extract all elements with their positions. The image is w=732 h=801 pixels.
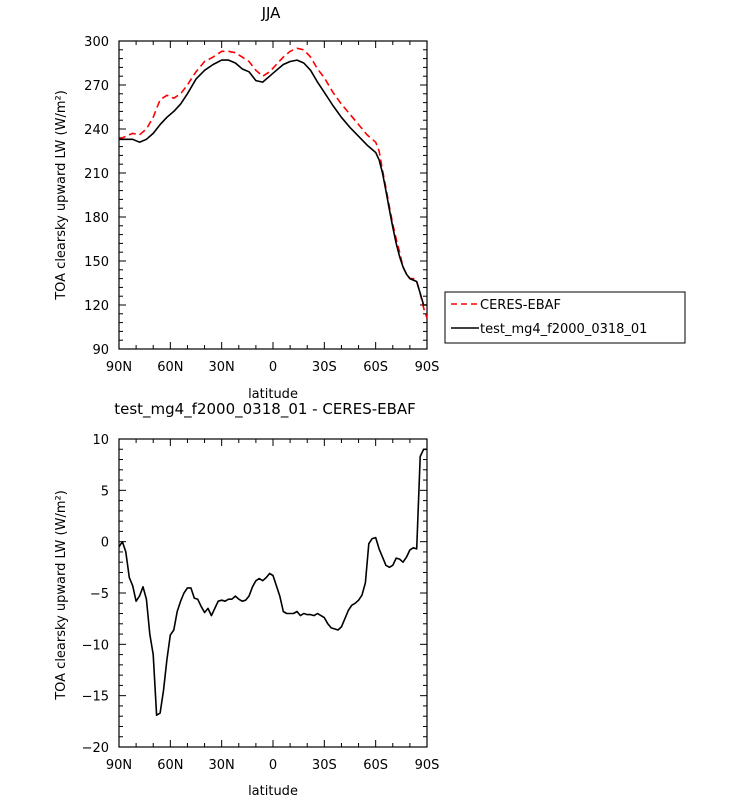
series-lines-top [118,47,428,319]
y-tick-label: −5 [90,587,109,602]
x-tick-label: 60S [363,758,388,773]
x-tick-label: 60S [363,360,388,375]
x-tick-label: 90N [106,758,132,773]
legend-box [444,291,686,344]
x-tick-label: 30N [209,758,235,773]
chart-title-bottom: test_mg4_f2000_0318_01 - CERES-EBAF [114,400,416,419]
x-tick-label: 60N [157,758,183,773]
y-tick-label: −15 [82,690,109,705]
x-tick-label: 0 [269,360,277,375]
x-tick-label: 90S [415,360,440,375]
series-line-0 [118,448,427,716]
x-axis-label-top: latitude [248,387,298,402]
legend-label-ceres-ebaf: CERES-EBAF [480,298,561,313]
y-tick-label: 0 [101,536,109,551]
y-tick-label: −20 [82,741,109,756]
x-tick-label: 30N [209,360,235,375]
y-tick-label: 5 [101,484,109,499]
series-line-0 [118,47,428,319]
x-tick-labels-bottom: 90N 60N 30N 0 30S 60S 90S [106,758,440,773]
panel-top-jja: JJA 90N 60N 30N 0 30S 60S 90S 90 120 150 180 210 24… [54,4,686,402]
x-axis-label-bottom: latitude [248,784,298,799]
y-tick-label: 270 [84,79,109,94]
y-axis-label-bottom: TOA clearsky upward LW (W/m²) [54,490,69,701]
legend-label-test-model: test_mg4_f2000_0318_01 [480,322,647,337]
tick-marks-bottom [118,438,428,748]
y-tick-label: 150 [84,255,109,270]
y-axis-label-top: TOA clearsky upward LW (W/m²) [54,90,69,301]
x-tick-label: 90S [415,758,440,773]
series-lines-bottom [118,448,427,716]
legend-top: CERES-EBAF test_mg4_f2000_0318_01 [444,291,686,344]
tick-marks-top [118,40,428,350]
plot-frame-top [118,40,428,350]
x-tick-label: 60N [157,360,183,375]
y-tick-label: 120 [84,299,109,314]
y-tick-label: −10 [82,638,109,653]
y-tick-labels-bottom: −20 −15 −10 −5 0 5 10 [82,433,109,756]
x-tick-label: 90N [106,360,132,375]
y-tick-label: 90 [92,343,109,358]
y-tick-label: 180 [84,211,109,226]
y-tick-label: 240 [84,123,109,138]
x-tick-label: 30S [312,360,337,375]
plot-frame-bottom [118,438,428,748]
y-tick-labels-top: 90 120 150 180 210 240 270 300 [84,35,109,358]
x-tick-label: 0 [269,758,277,773]
x-tick-label: 30S [312,758,337,773]
x-tick-labels-top: 90N 60N 30N 0 30S 60S 90S [106,360,440,375]
y-tick-label: 10 [92,433,109,448]
y-tick-label: 300 [84,35,109,50]
series-line-1 [119,59,427,306]
chart-title-top: JJA [261,4,282,22]
panel-bottom-difference: test_mg4_f2000_0318_01 - CERES-EBAF 90N 6… [54,400,439,799]
y-tick-label: 210 [84,167,109,182]
